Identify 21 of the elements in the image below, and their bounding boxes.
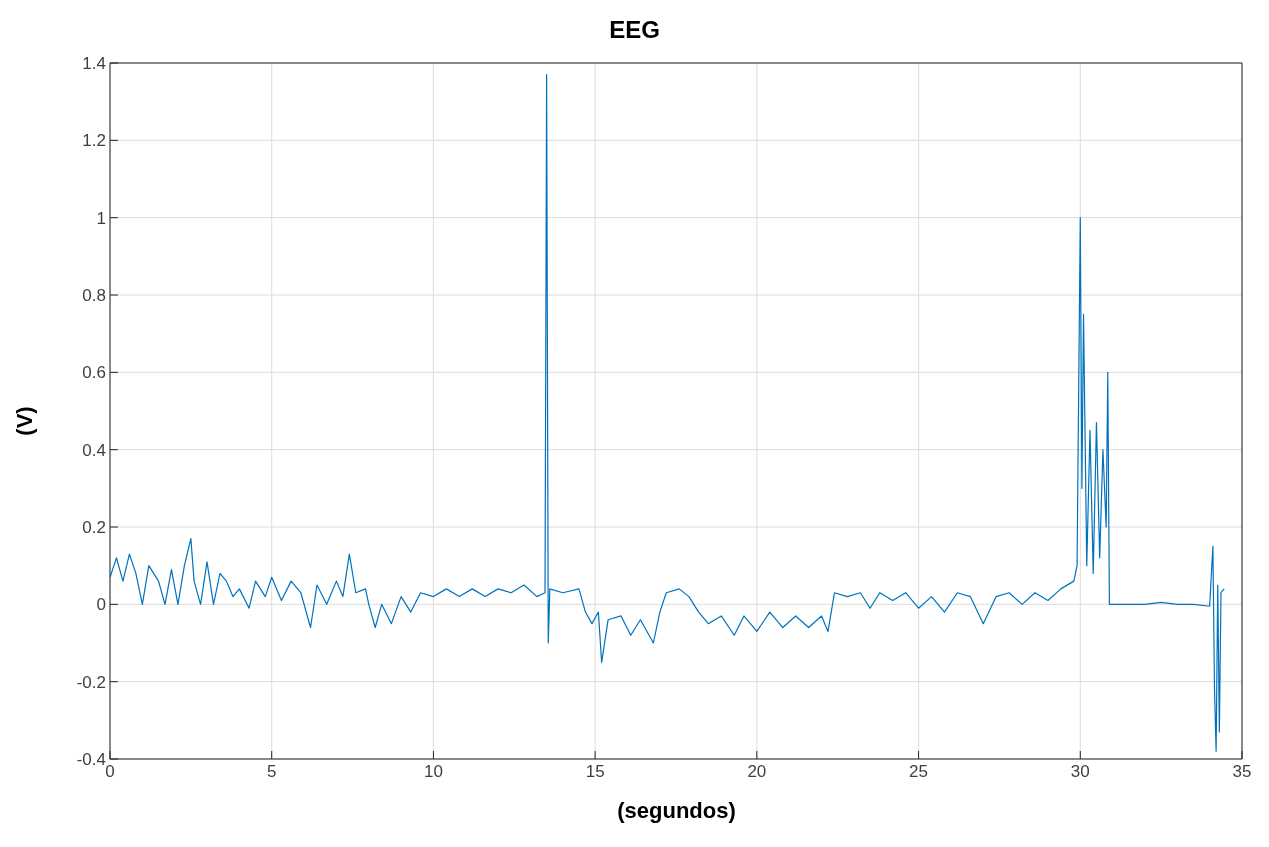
x-tick-label: 35 <box>1232 762 1252 782</box>
x-tick-label: 5 <box>266 762 277 782</box>
y-tick-label: 0.2 <box>82 518 106 538</box>
x-tick-label: 30 <box>1070 762 1090 782</box>
x-tick-label: 15 <box>585 762 605 782</box>
line-series <box>110 74 1225 752</box>
y-tick-label: 0.8 <box>82 286 106 306</box>
x-tick-label: 10 <box>423 762 443 782</box>
y-tick-label: 1.4 <box>82 54 106 74</box>
y-tick-label: 1.2 <box>82 131 106 151</box>
y-tick-label: -0.2 <box>76 672 106 692</box>
y-tick-label: 0.4 <box>82 440 106 460</box>
y-tick-label: 0 <box>96 595 106 615</box>
chart-title: EEG <box>608 16 661 44</box>
y-tick-label: 0.6 <box>82 363 106 383</box>
y-tick-label: -0.4 <box>76 750 106 770</box>
y-tick-label: 1 <box>96 208 106 228</box>
x-tick-label: 25 <box>909 762 929 782</box>
x-axis-title: (segundos) <box>616 798 737 824</box>
x-tick-label: 20 <box>747 762 767 782</box>
y-axis-title: (V) <box>11 406 38 436</box>
